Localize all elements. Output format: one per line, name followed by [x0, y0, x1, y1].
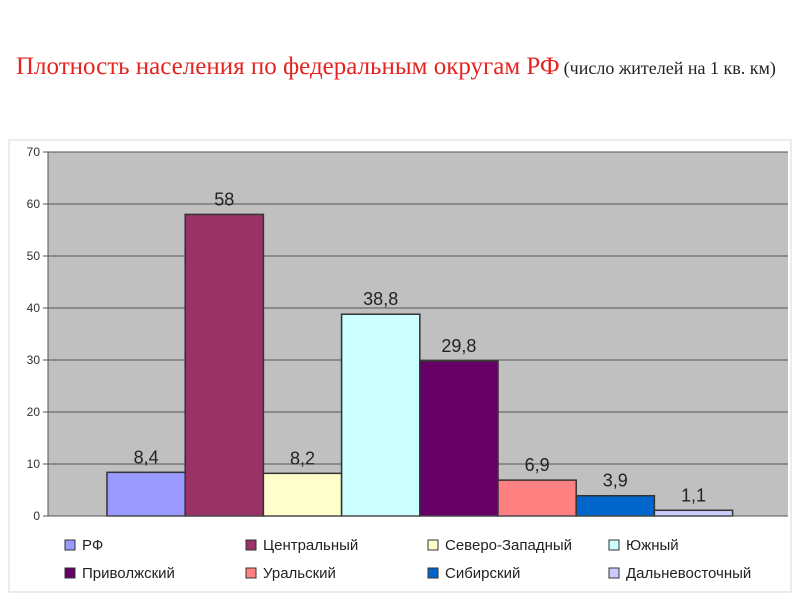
- legend-label: РФ: [82, 537, 103, 554]
- bar: [497, 479, 577, 517]
- legend-label: Центральный: [263, 537, 358, 554]
- y-axis: 0 10 20 30 40 50 60 70: [27, 145, 48, 523]
- bar: [106, 471, 186, 517]
- y-tick-label: 60: [27, 197, 41, 211]
- legend-swatch: [64, 539, 76, 551]
- y-tick-label: 0: [33, 509, 40, 523]
- legend-label: Приволжский: [82, 565, 175, 582]
- data-label: 38,8: [363, 289, 398, 309]
- legend-label: Северо-Западный: [445, 537, 572, 554]
- data-label: 58: [214, 189, 234, 209]
- y-tick-label: 10: [27, 457, 41, 471]
- legend-swatch: [608, 539, 620, 551]
- data-label: 3,9: [603, 471, 628, 491]
- bar: [340, 313, 421, 517]
- bar: [653, 509, 734, 517]
- chart-title-units: (число жителей на 1 кв. км): [563, 58, 776, 78]
- legend-swatch: [245, 567, 257, 579]
- legend-label: Южный: [626, 537, 679, 554]
- y-tick-label: 50: [27, 249, 41, 263]
- legend-swatch: [427, 567, 439, 579]
- data-label: 29,8: [441, 336, 476, 356]
- bar: [575, 494, 656, 517]
- legend: РФ Центральный Северо-Западный Южный Приволж…: [64, 537, 751, 582]
- data-label: 8,4: [134, 447, 159, 467]
- data-label: 8,2: [290, 448, 315, 468]
- y-tick-label: 70: [27, 145, 41, 159]
- bars: [106, 213, 734, 517]
- legend-label: Дальневосточный: [626, 565, 751, 582]
- bar: [419, 360, 499, 517]
- data-label: 1,1: [681, 485, 706, 505]
- y-tick-label: 30: [27, 353, 41, 367]
- chart-title-main: Плотность населения по федеральным округ…: [16, 53, 560, 80]
- y-tick-label: 40: [27, 301, 41, 315]
- legend-swatch: [427, 539, 439, 551]
- legend-label: Уральский: [263, 565, 336, 582]
- legend-label: Сибирский: [445, 565, 520, 582]
- data-label: 6,9: [525, 455, 550, 475]
- chart-title: Плотность населения по федеральным округ…: [16, 50, 786, 86]
- bar: [184, 213, 265, 517]
- data-labels: 8,4 58 8,2 38,8 29,8 6,9 3,9 1,1: [134, 189, 706, 505]
- bar: [262, 472, 343, 517]
- y-tick-label: 20: [27, 405, 41, 419]
- legend-swatch: [245, 539, 257, 551]
- legend-swatch: [64, 567, 76, 579]
- legend-swatch: [608, 567, 620, 579]
